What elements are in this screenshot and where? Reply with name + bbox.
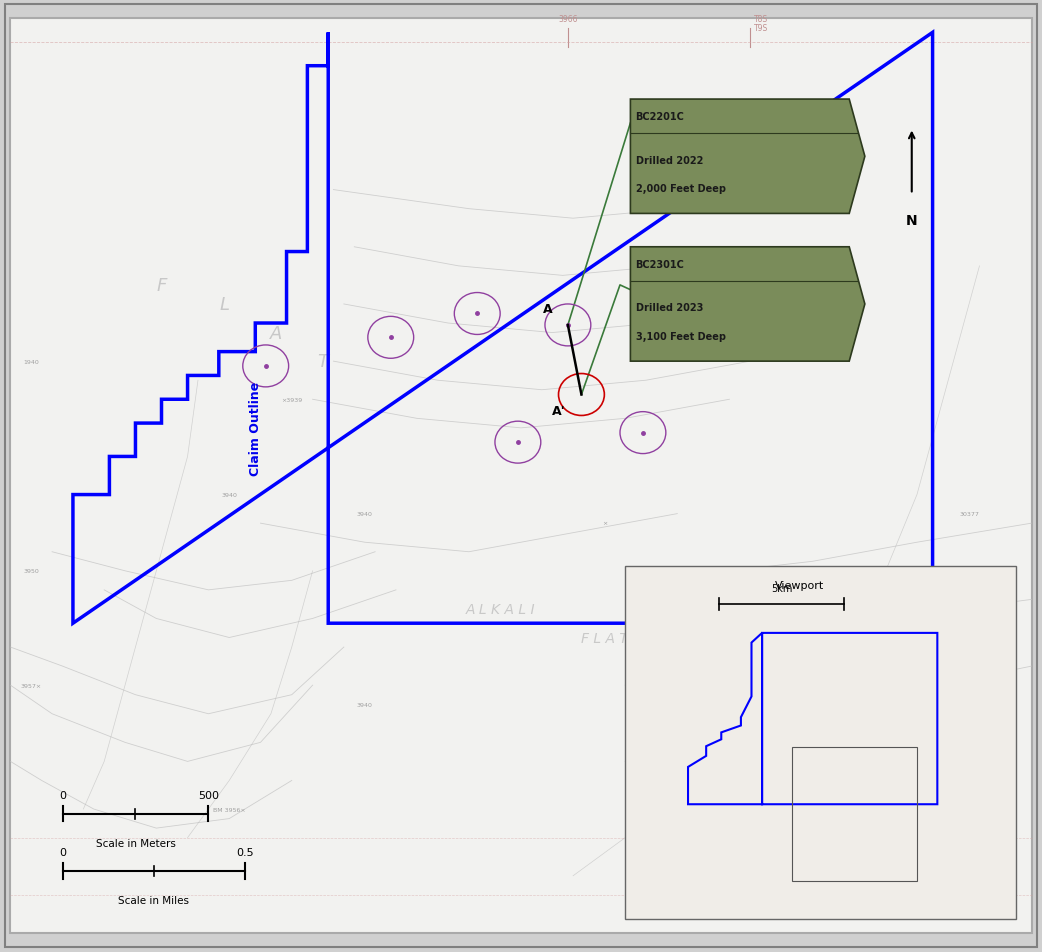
Text: 5km: 5km <box>771 584 792 593</box>
Text: T8S: T8S <box>753 15 768 24</box>
Text: 0: 0 <box>59 847 66 857</box>
Text: BC2301C: BC2301C <box>636 260 685 269</box>
Text: Drilled 2022: Drilled 2022 <box>636 155 703 166</box>
Text: A L K A L I: A L K A L I <box>466 603 535 616</box>
Text: 3940: 3940 <box>221 492 238 498</box>
Text: Scale in Meters: Scale in Meters <box>96 838 175 847</box>
Text: ×: × <box>601 521 607 526</box>
Text: 500: 500 <box>198 790 219 800</box>
Text: 2,000 Feet Deep: 2,000 Feet Deep <box>636 184 725 194</box>
Text: F: F <box>156 277 167 294</box>
Text: 3,100 Feet Deep: 3,100 Feet Deep <box>636 331 725 342</box>
Polygon shape <box>630 100 865 214</box>
Text: 0.5: 0.5 <box>237 847 253 857</box>
Text: 30377: 30377 <box>959 511 979 517</box>
Bar <box>792 747 917 881</box>
Text: 3957×: 3957× <box>21 683 42 688</box>
Text: Claim Outline: Claim Outline <box>249 382 262 475</box>
Text: 3966: 3966 <box>559 15 577 24</box>
FancyBboxPatch shape <box>625 566 1016 919</box>
Text: BC2201C: BC2201C <box>636 112 685 122</box>
Text: 1940: 1940 <box>23 359 40 365</box>
Text: L: L <box>219 296 229 313</box>
Text: Scale in Miles: Scale in Miles <box>118 895 190 904</box>
Text: Viewport: Viewport <box>775 581 824 590</box>
Text: A: A <box>543 303 552 316</box>
Text: Drilled 2023: Drilled 2023 <box>636 303 703 313</box>
Text: ×3939: ×3939 <box>281 397 302 403</box>
Text: 0: 0 <box>59 790 66 800</box>
Text: T: T <box>318 353 328 370</box>
Polygon shape <box>630 248 865 362</box>
Text: 3950: 3950 <box>23 568 40 574</box>
Text: BM 3956×: BM 3956× <box>213 806 246 812</box>
Text: A': A' <box>552 405 566 418</box>
Text: A: A <box>270 325 282 342</box>
Text: T9S: T9S <box>753 25 768 33</box>
FancyBboxPatch shape <box>10 19 1032 933</box>
Text: N: N <box>905 214 918 228</box>
Text: 3940: 3940 <box>356 511 373 517</box>
Text: F L A T: F L A T <box>581 631 627 645</box>
Text: 3940: 3940 <box>356 702 373 707</box>
